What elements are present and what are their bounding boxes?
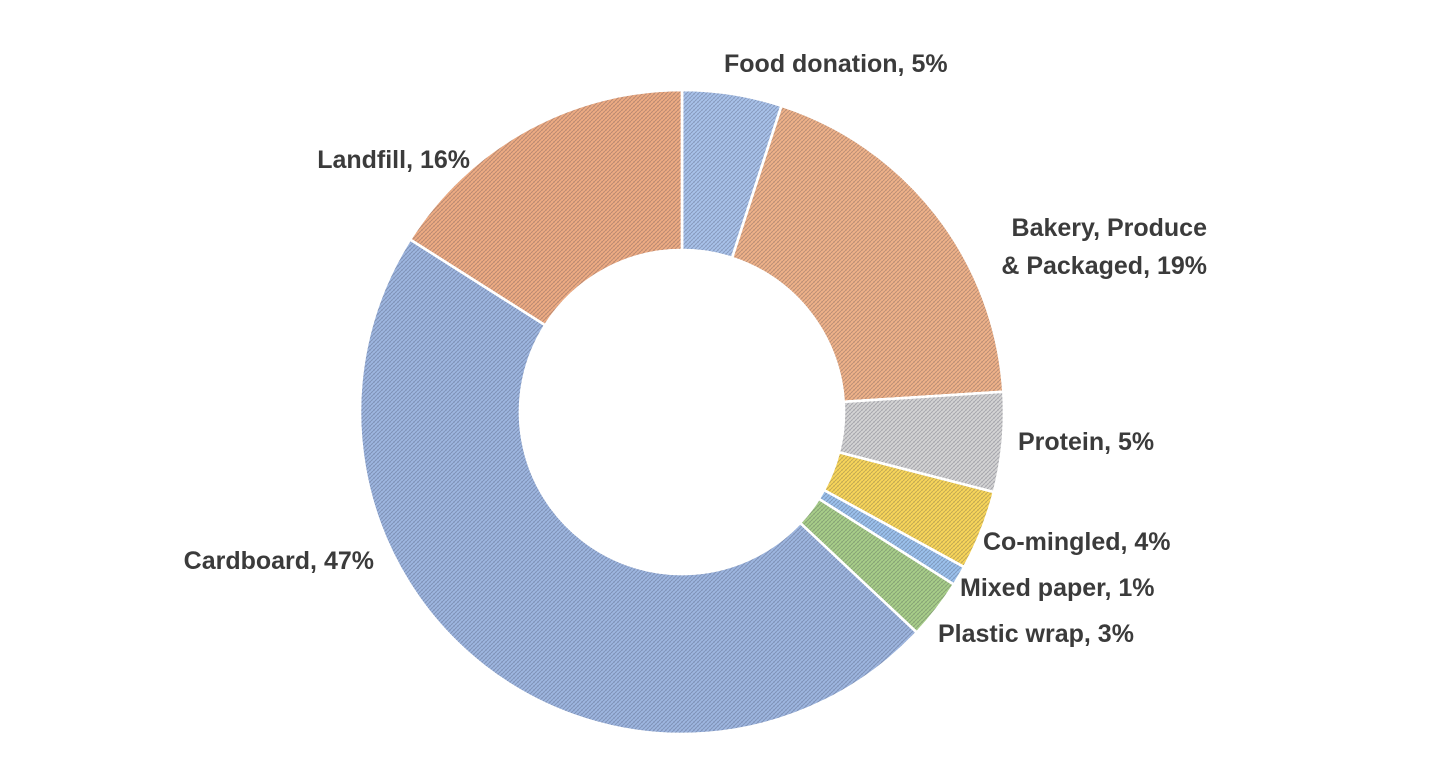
- slice-cardboard-47: [358, 237, 919, 736]
- slice-label-cardboard-47: Cardboard, 47%: [184, 547, 374, 575]
- slice-label-landfill-16: Landfill, 16%: [317, 146, 470, 174]
- slice-label-line: Cardboard, 47%: [184, 547, 374, 575]
- slice-label-line: Protein, 5%: [1018, 428, 1154, 456]
- slice-label-line: Landfill, 16%: [317, 146, 470, 174]
- slice-texture-bakery-produce: [730, 104, 1005, 404]
- slice-bakery-produce: [730, 104, 1005, 404]
- slice-label-line: Bakery, Produce: [1012, 214, 1208, 242]
- slice-label-line: Mixed paper, 1%: [960, 574, 1155, 602]
- donut-labels: Food donation, 5% Bakery, Produce & Packag…: [184, 50, 1207, 648]
- slice-food-donation-5: [680, 88, 784, 260]
- slice-label-mixed-paper-1: Mixed paper, 1%: [960, 574, 1155, 602]
- slice-label-protein-5: Protein, 5%: [1018, 428, 1154, 456]
- slice-label-co-mingled-4: Co-mingled, 4%: [983, 528, 1171, 556]
- slice-texture-landfill-16: [408, 88, 684, 327]
- slice-texture-cardboard-47: [358, 237, 919, 736]
- slice-landfill-16: [408, 88, 684, 327]
- slice-label-line: Co-mingled, 4%: [983, 528, 1171, 556]
- slice-label-plastic-wrap-3: Plastic wrap, 3%: [938, 620, 1134, 648]
- slice-label-food-donation-5: Food donation, 5%: [724, 50, 948, 78]
- donut-slices: [358, 88, 1006, 736]
- slice-label-bakery-produce: Bakery, Produce & Packaged, 19%: [1001, 214, 1207, 280]
- slice-protein-5: [837, 390, 1006, 494]
- slice-label-line: Food donation, 5%: [724, 50, 948, 78]
- slice-label-line: & Packaged, 19%: [1001, 252, 1207, 280]
- slice-label-line: Plastic wrap, 3%: [938, 620, 1134, 648]
